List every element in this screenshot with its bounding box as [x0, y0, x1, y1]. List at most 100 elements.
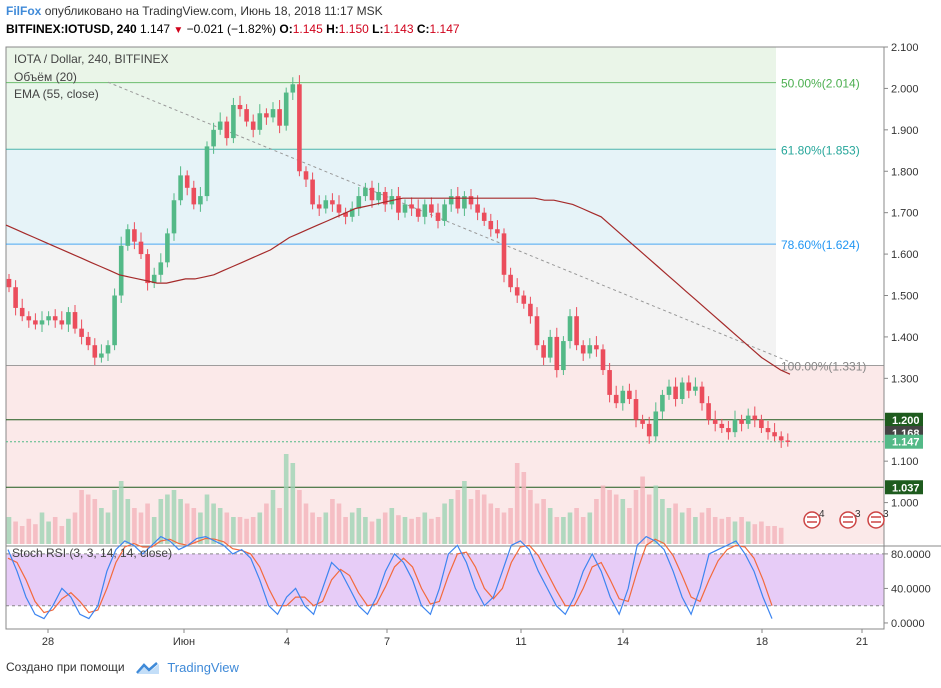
candle-body — [79, 328, 84, 337]
candle-body — [534, 316, 540, 346]
volume-bar — [686, 508, 692, 544]
candle-body — [514, 287, 520, 296]
volume-bar — [706, 508, 711, 544]
volume-bar — [547, 508, 553, 544]
candle-body — [257, 113, 263, 130]
volume-bar — [264, 503, 269, 544]
volume-bar — [277, 508, 282, 544]
volume-bar — [112, 490, 117, 544]
candle-body — [217, 121, 223, 130]
volume-bar — [554, 517, 560, 544]
volume-bar — [244, 518, 249, 544]
volume-bar — [468, 499, 474, 544]
candle-body — [13, 287, 18, 308]
candle-body — [468, 196, 474, 205]
volume-bar — [660, 499, 665, 544]
candle-body — [382, 191, 388, 205]
volume-bar — [495, 508, 500, 544]
publish-text: опубликовано на TradingView.com, Июнь 18… — [44, 4, 383, 18]
volume-bar — [422, 512, 428, 544]
fib-zone-top — [6, 47, 776, 83]
volume-bar — [745, 521, 751, 544]
candle-body — [105, 345, 111, 354]
volume-bar — [376, 518, 381, 544]
volume-bar — [534, 503, 540, 544]
price-tag-label: 1.200 — [892, 415, 920, 427]
stoch-k-line — [7, 535, 773, 620]
candle-body — [739, 419, 744, 424]
candle-body — [191, 187, 197, 205]
author-brand[interactable]: FilFox — [6, 4, 42, 18]
stoch-band — [6, 553, 884, 606]
fib-label: 78.60%(1.624) — [781, 238, 860, 252]
volume-bar — [290, 463, 296, 544]
price-tag-label: 1.037 — [892, 482, 920, 494]
candle-body — [752, 415, 758, 420]
price-chart[interactable]: 50.00%(2.014) 61.80%(1.853) 78.60%(1.624) 1… — [0, 40, 941, 654]
candle-body — [567, 316, 573, 342]
event-count: 3 — [883, 509, 889, 520]
volume-bar — [726, 517, 731, 544]
price-tick-label: 1.100 — [891, 456, 919, 468]
volume-bar — [759, 521, 764, 544]
volume-bar — [699, 512, 705, 544]
candle-body — [165, 233, 170, 263]
candle-body — [561, 341, 566, 371]
event-flag-icon — [867, 511, 885, 529]
volume-bar — [323, 512, 329, 544]
candle-body — [138, 241, 144, 255]
volume-bar — [712, 517, 718, 544]
volume-bar — [693, 517, 698, 544]
candle-body — [211, 129, 216, 147]
candle-body — [336, 204, 342, 213]
candle-body — [158, 262, 164, 275]
candle-body — [171, 200, 177, 234]
volume-bar — [778, 527, 784, 544]
price-tick-label: 2.000 — [891, 83, 919, 95]
candle-body — [508, 274, 513, 288]
candle-body — [323, 200, 329, 209]
candle-body — [759, 419, 764, 429]
tradingview-brand[interactable]: TradingView — [167, 660, 239, 676]
candle-body — [521, 295, 527, 304]
price-change: −0.021 (−1.82%) — [186, 22, 277, 36]
candle-body — [349, 208, 355, 217]
volume-bar — [594, 499, 599, 544]
candle-body — [376, 191, 381, 201]
price-tick-label: 1.000 — [891, 498, 919, 510]
candle-body — [620, 390, 626, 404]
time-tick-label: 11 — [515, 636, 526, 648]
rsi-tick-label: 80.0000 — [891, 549, 931, 561]
candle-body — [699, 386, 705, 404]
footer: Создано при помощи TradingView — [6, 660, 239, 675]
candle-body — [679, 382, 685, 400]
close-value: 1.147 — [429, 22, 460, 36]
candle-body — [237, 104, 243, 110]
volume-bar — [224, 512, 230, 544]
volume-bar — [283, 454, 289, 544]
price-tick-label: 1.900 — [891, 125, 919, 137]
volume-bar — [580, 517, 586, 544]
ema-legend: EMA (55, close) — [14, 87, 99, 101]
candle-body — [488, 220, 494, 230]
candle-body — [660, 394, 665, 412]
candle-body — [125, 229, 131, 246]
rsi-tick-label: 0.0000 — [891, 618, 925, 630]
candle-body — [178, 175, 183, 201]
tradingview-logo-icon[interactable] — [136, 661, 160, 675]
price-tag-bg — [885, 412, 923, 427]
candle-body — [613, 394, 619, 404]
candle-body — [495, 229, 500, 234]
volume-bar — [132, 508, 137, 544]
price-tag-label: 1.147 — [892, 437, 920, 449]
volume-bar — [363, 517, 368, 544]
publish-line: FilFox опубликовано на TradingView.com, … — [6, 4, 383, 18]
price-tick-label: 1.400 — [891, 332, 919, 344]
price-tag-bg — [885, 480, 923, 495]
volume-bar — [587, 512, 593, 544]
volume-bar — [33, 524, 38, 544]
volume-bar — [396, 515, 401, 544]
volume-bar — [389, 508, 395, 544]
volume-bar — [402, 517, 408, 544]
volume-bar — [330, 499, 335, 544]
